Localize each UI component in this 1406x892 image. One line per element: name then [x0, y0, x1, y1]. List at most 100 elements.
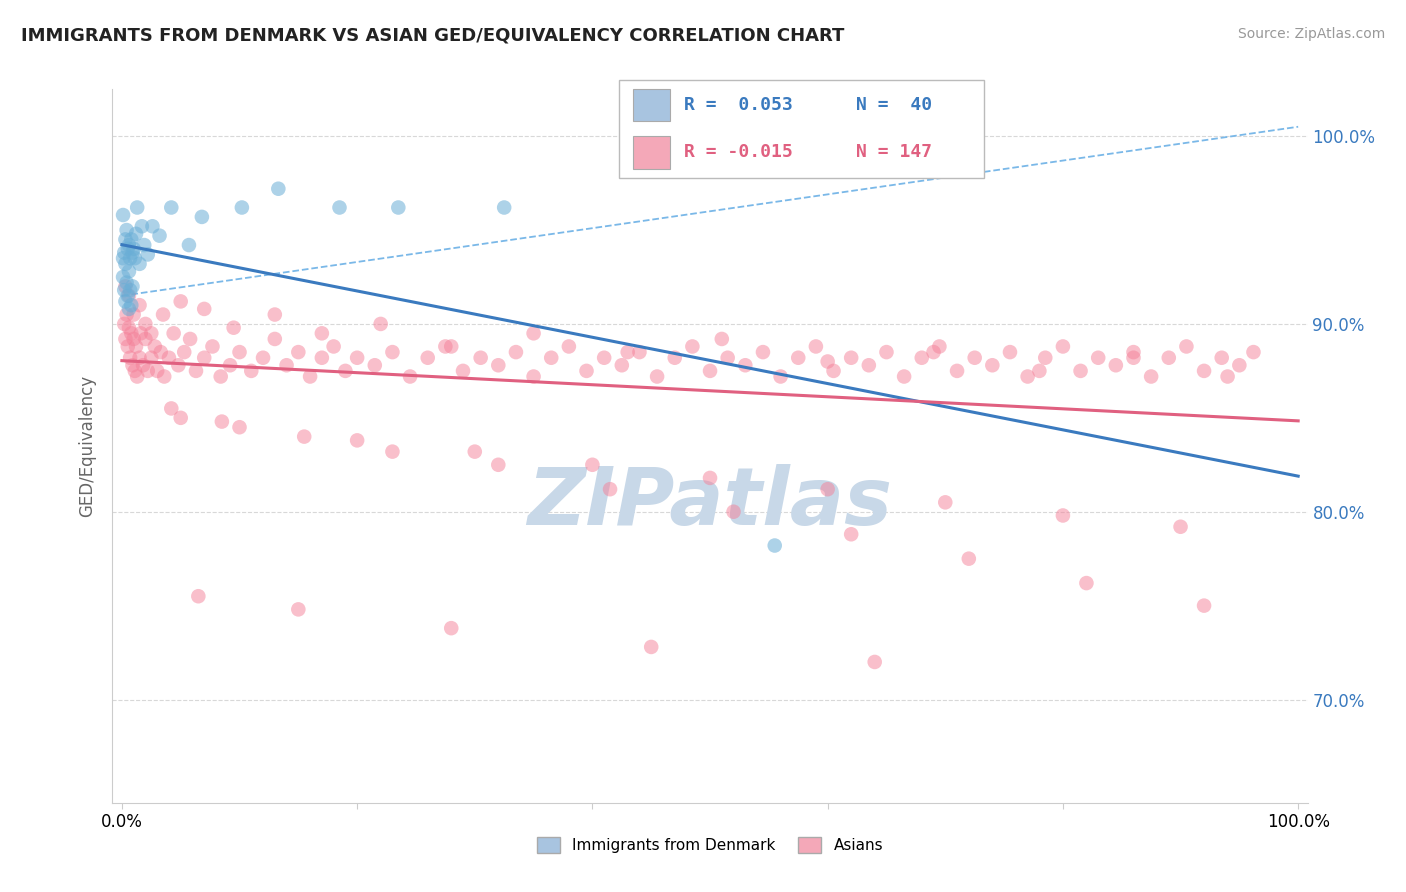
Point: [434, 339, 457, 353]
Point: [128, 298, 150, 312]
Point: [346, 434, 368, 448]
Point: [228, 345, 250, 359]
Point: [201, 339, 224, 353]
Point: [124, 364, 146, 378]
Point: [470, 351, 492, 365]
Point: [505, 345, 527, 359]
Point: [787, 351, 810, 365]
Point: [112, 251, 135, 265]
Point: [804, 339, 827, 353]
Point: [440, 621, 463, 635]
FancyBboxPatch shape: [633, 89, 669, 121]
Point: [957, 551, 980, 566]
Point: [1192, 599, 1215, 613]
Point: [328, 201, 350, 215]
Text: IMMIGRANTS FROM DENMARK VS ASIAN GED/EQUIVALENCY CORRELATION CHART: IMMIGRANTS FROM DENMARK VS ASIAN GED/EQU…: [21, 27, 845, 45]
Point: [170, 294, 193, 309]
Point: [717, 351, 740, 365]
Point: [132, 358, 155, 372]
Point: [346, 351, 368, 365]
Point: [120, 232, 142, 246]
Point: [599, 482, 621, 496]
Point: [593, 351, 616, 365]
Point: [134, 332, 156, 346]
Point: [616, 345, 638, 359]
Point: [118, 238, 141, 252]
Point: [664, 351, 686, 365]
Point: [118, 320, 141, 334]
Point: [322, 339, 344, 353]
Point: [1052, 339, 1074, 353]
Point: [610, 358, 633, 372]
Point: [263, 332, 285, 346]
Point: [129, 326, 152, 341]
Point: [1170, 520, 1192, 534]
Point: [1243, 345, 1265, 359]
Point: [112, 208, 135, 222]
Point: [118, 301, 141, 316]
Point: [523, 326, 546, 341]
FancyBboxPatch shape: [619, 80, 984, 178]
Point: [115, 276, 138, 290]
Point: [440, 339, 463, 353]
Point: [170, 410, 193, 425]
Point: [177, 238, 200, 252]
Point: [1033, 351, 1056, 365]
Point: [163, 326, 186, 341]
Point: [252, 351, 274, 365]
Point: [124, 251, 146, 265]
Point: [823, 364, 845, 378]
Point: [143, 339, 166, 353]
Point: [191, 210, 214, 224]
Point: [160, 201, 183, 215]
Point: [118, 289, 141, 303]
Point: [839, 527, 862, 541]
Point: [416, 351, 439, 365]
Point: [464, 444, 486, 458]
Point: [364, 358, 387, 372]
Point: [1070, 364, 1092, 378]
Point: [875, 345, 897, 359]
Point: [581, 458, 603, 472]
Point: [141, 351, 163, 365]
Point: [1028, 364, 1050, 378]
Point: [193, 301, 215, 316]
FancyBboxPatch shape: [633, 136, 669, 169]
Point: [287, 602, 309, 616]
Point: [128, 351, 150, 365]
Point: [699, 471, 721, 485]
Point: [184, 364, 207, 378]
Point: [149, 345, 172, 359]
Point: [370, 317, 392, 331]
Point: [387, 201, 409, 215]
Point: [381, 345, 404, 359]
Point: [167, 358, 190, 372]
Point: [451, 364, 474, 378]
Point: [128, 257, 150, 271]
Point: [723, 505, 745, 519]
Point: [640, 640, 662, 654]
Point: [193, 351, 215, 365]
Point: [112, 245, 135, 260]
Point: [125, 339, 148, 353]
Point: [911, 351, 934, 365]
Point: [146, 364, 169, 378]
Point: [922, 345, 945, 359]
Point: [1076, 576, 1098, 591]
Point: [122, 242, 145, 256]
Point: [131, 219, 153, 234]
Point: [141, 219, 163, 234]
Point: [209, 369, 232, 384]
Point: [127, 369, 149, 384]
Text: R =  0.053: R = 0.053: [685, 95, 793, 114]
Point: [122, 308, 145, 322]
Point: [121, 358, 143, 372]
Point: [540, 351, 562, 365]
Point: [134, 317, 156, 331]
Point: [381, 444, 404, 458]
Point: [187, 589, 209, 603]
Point: [399, 369, 422, 384]
Point: [1175, 339, 1198, 353]
Point: [934, 495, 956, 509]
Point: [486, 358, 509, 372]
